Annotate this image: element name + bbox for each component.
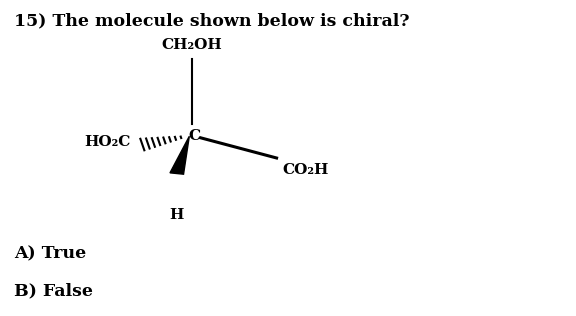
Text: HO₂C: HO₂C: [85, 136, 131, 149]
Polygon shape: [170, 136, 190, 174]
Text: H: H: [169, 208, 184, 222]
Text: C: C: [188, 129, 200, 143]
Text: B) False: B) False: [14, 282, 93, 299]
Text: CH₂OH: CH₂OH: [162, 39, 222, 52]
Text: A) True: A) True: [14, 245, 86, 262]
Text: CO₂H: CO₂H: [282, 163, 329, 177]
Text: 15) The molecule shown below is chiral?: 15) The molecule shown below is chiral?: [14, 12, 410, 29]
